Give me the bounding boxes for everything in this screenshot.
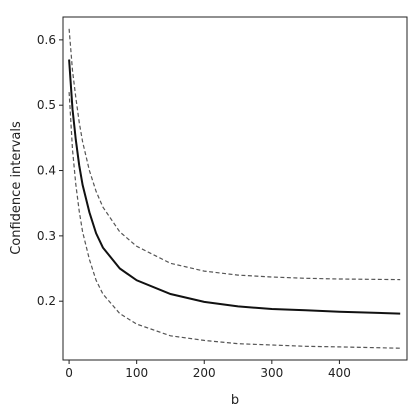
y-tick-label: 0.6 [37, 33, 56, 47]
x-tick-label: 0 [65, 366, 73, 380]
plot-frame [63, 17, 407, 360]
y-tick-label: 0.4 [37, 164, 56, 178]
x-axis-ticks: 0 100 200 300 400 [65, 360, 351, 380]
x-axis-label: b [231, 393, 239, 408]
x-tick-label: 400 [328, 366, 351, 380]
y-tick-label: 0.3 [37, 229, 56, 243]
bound-line-2 [69, 92, 400, 348]
x-tick-label: 300 [260, 366, 283, 380]
series-lines [69, 29, 400, 348]
y-axis-label: Confidence intervals [9, 121, 24, 255]
y-tick-label: 0.2 [37, 294, 56, 308]
bound-line-0 [69, 29, 400, 280]
center-line-1 [69, 60, 400, 314]
x-tick-label: 100 [125, 366, 148, 380]
y-tick-label: 0.5 [37, 98, 56, 112]
y-axis-ticks: 0.2 0.3 0.4 0.5 0.6 [37, 33, 63, 308]
x-tick-label: 200 [193, 366, 216, 380]
